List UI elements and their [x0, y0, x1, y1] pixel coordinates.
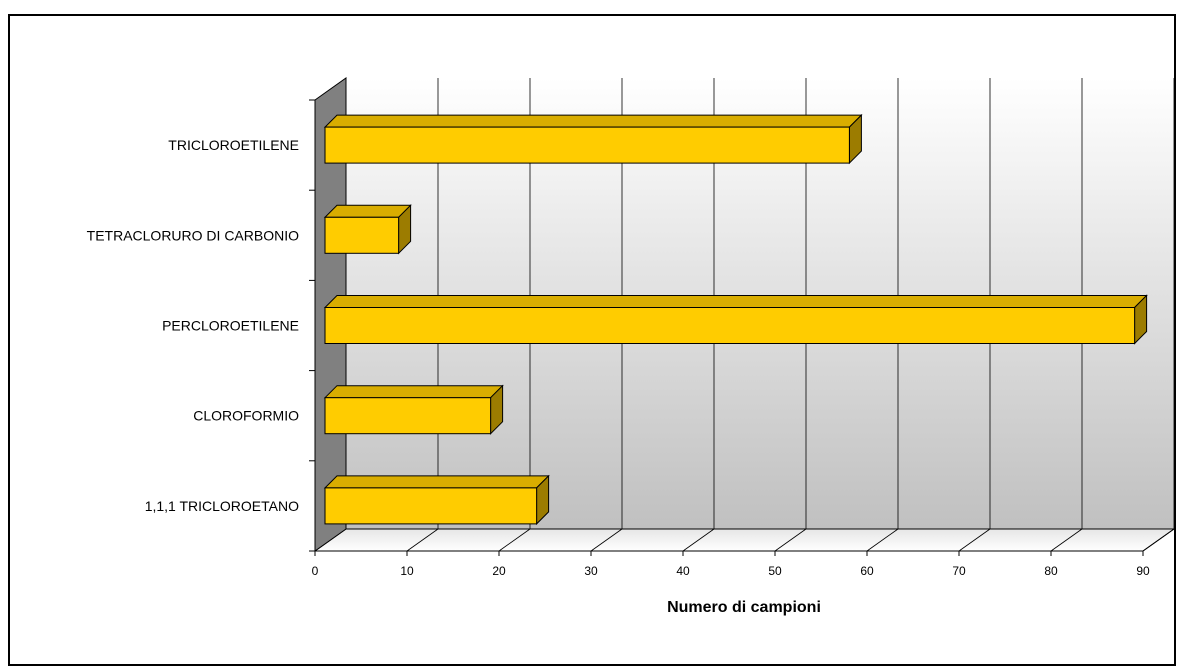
x-tick-label: 80 [1044, 564, 1058, 578]
x-tick-label: 0 [312, 564, 319, 578]
bar-top [323, 204, 412, 218]
x-tick-label: 50 [768, 564, 782, 578]
category-label: CLOROFORMIO [193, 408, 299, 424]
bars [323, 113, 1148, 526]
bar [324, 487, 538, 525]
x-tick-label: 60 [860, 564, 874, 578]
x-tick-label: 90 [1136, 564, 1150, 578]
x-tick-label: 20 [492, 564, 506, 578]
floor-gridline [774, 528, 807, 552]
floor-gridline [1142, 528, 1175, 552]
bar [324, 216, 400, 254]
floor-gridline [406, 528, 439, 552]
floor-gridline [682, 528, 715, 552]
floor-gridline [866, 528, 899, 552]
bar-top [323, 114, 863, 128]
bar-top [323, 475, 550, 489]
category-label: PERCLOROETILENE [162, 318, 299, 334]
category-label: TETRACLORURO DI CARBONIO [87, 227, 299, 243]
labels: 0 10 20 30 40 50 60 70 80 90 1,1,1 TRICLOROETANO CL… [87, 137, 1150, 578]
floor-gridline [1050, 528, 1083, 552]
floor-gridline [498, 528, 531, 552]
category-label: TRICLOROETILENE [168, 137, 299, 153]
bar [324, 397, 492, 435]
x-tick-label: 30 [584, 564, 598, 578]
axes [309, 99, 1144, 556]
bar-top [323, 385, 504, 399]
bar-top [323, 295, 1148, 308]
floor [313, 528, 1176, 552]
category-label: 1,1,1 TRICLOROETANO [145, 498, 299, 514]
x-tick-label: 10 [400, 564, 414, 578]
x-axis-title: Numero di campioni [667, 599, 821, 616]
floor-gridline [958, 528, 991, 552]
x-tick-label: 70 [952, 564, 966, 578]
bar [324, 307, 1136, 344]
floor-gridline [590, 528, 623, 552]
x-tick-label: 40 [676, 564, 690, 578]
bar [324, 126, 850, 164]
